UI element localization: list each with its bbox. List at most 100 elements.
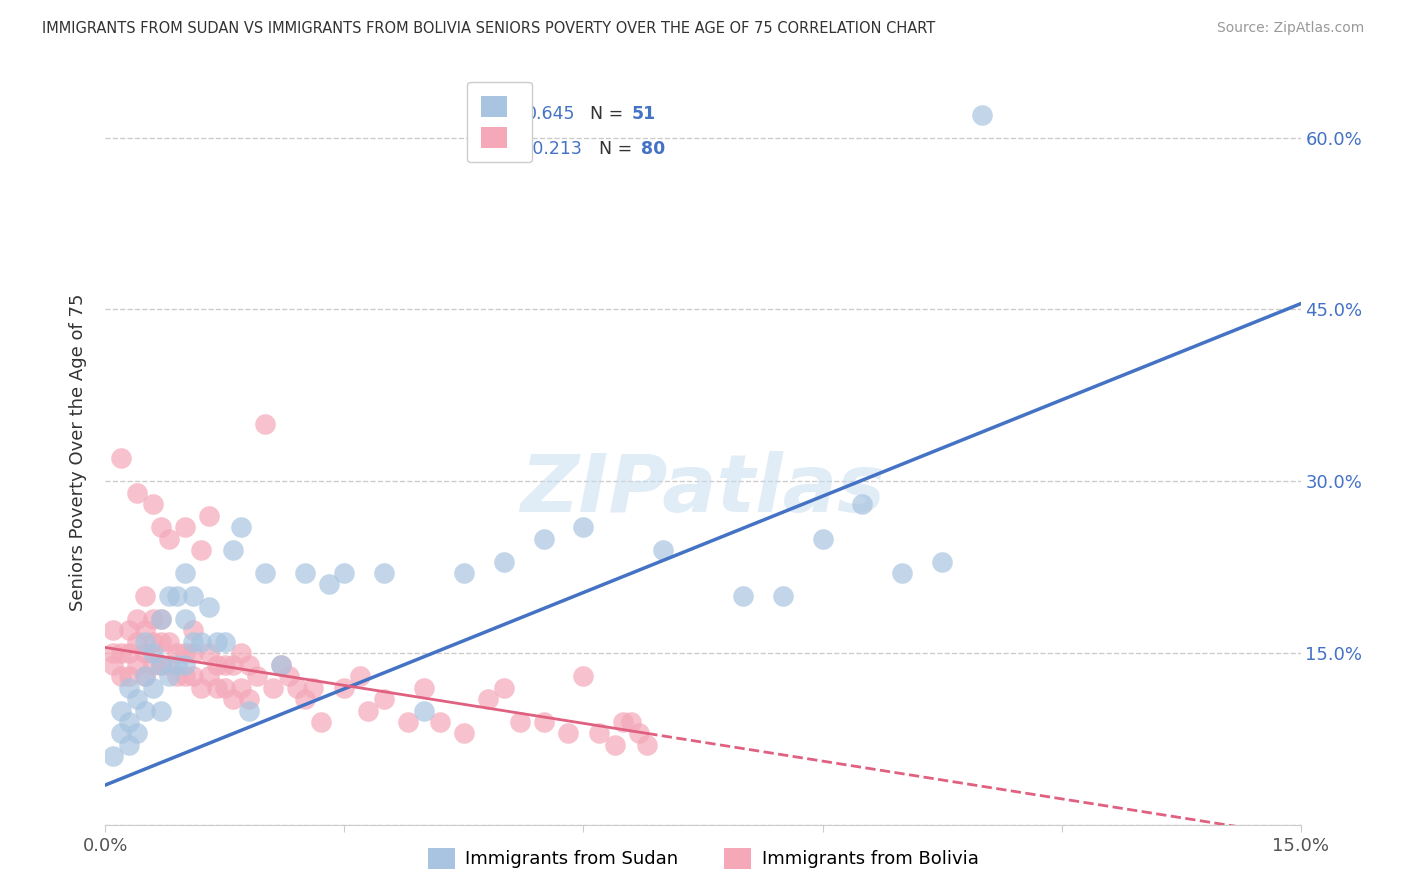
Point [605, 738, 627, 752]
Point [127, 634, 149, 648]
Point [103, 657, 125, 672]
Point [222, 657, 245, 672]
Point [166, 589, 188, 603]
Text: IMMIGRANTS FROM SUDAN VS IMMIGRANTS FROM BOLIVIA SENIORS POVERTY OVER THE AGE OF: IMMIGRANTS FROM SUDAN VS IMMIGRANTS FROM… [42, 21, 935, 36]
Point [636, 738, 658, 752]
Point [190, 543, 212, 558]
Point [198, 600, 221, 615]
Point [127, 612, 149, 626]
Point [174, 646, 197, 660]
Point [492, 555, 515, 569]
Point [588, 726, 610, 740]
Point [970, 108, 993, 122]
Point [652, 543, 675, 558]
Point [229, 646, 252, 660]
Point [127, 485, 149, 500]
Point [492, 681, 515, 695]
Point [429, 714, 451, 729]
Text: R =: R = [481, 140, 519, 158]
Point [181, 624, 204, 638]
Point [477, 692, 499, 706]
Point [174, 657, 197, 672]
Point [166, 646, 188, 660]
Point [127, 692, 149, 706]
Text: R =: R = [481, 105, 519, 123]
Point [620, 714, 643, 729]
Point [509, 714, 531, 729]
Point [205, 634, 228, 648]
Point [190, 634, 212, 648]
Text: N =: N = [588, 140, 638, 158]
Point [533, 714, 555, 729]
Point [181, 669, 204, 683]
Point [181, 589, 204, 603]
Point [142, 646, 165, 660]
Point [253, 417, 276, 431]
Point [110, 704, 132, 718]
Point [214, 681, 236, 695]
Point [134, 704, 156, 718]
Point [190, 681, 212, 695]
Point [453, 726, 475, 740]
Point [238, 657, 260, 672]
Point [150, 657, 173, 672]
Point [238, 704, 260, 718]
Point [572, 669, 595, 683]
Point [333, 566, 356, 580]
Point [198, 646, 221, 660]
Point [931, 555, 953, 569]
Point [110, 669, 132, 683]
Point [157, 589, 180, 603]
Point [198, 669, 221, 683]
Point [309, 714, 332, 729]
Point [118, 738, 141, 752]
Point [134, 669, 156, 683]
Point [150, 612, 173, 626]
Point [413, 704, 436, 718]
Point [103, 646, 125, 660]
Point [174, 669, 197, 683]
Point [174, 566, 197, 580]
Point [301, 681, 323, 695]
Point [214, 657, 236, 672]
Point [127, 726, 149, 740]
Point [270, 657, 292, 672]
Point [294, 566, 316, 580]
Text: 0.645: 0.645 [526, 105, 575, 123]
Point [205, 681, 228, 695]
Point [533, 532, 555, 546]
Point [285, 681, 308, 695]
Point [166, 657, 188, 672]
Point [181, 634, 204, 648]
Point [118, 681, 141, 695]
Point [157, 532, 180, 546]
Point [851, 497, 873, 511]
Point [222, 692, 245, 706]
Point [134, 589, 156, 603]
Point [294, 692, 316, 706]
Point [229, 520, 252, 534]
Legend: , : , [467, 82, 531, 162]
Text: Source: ZipAtlas.com: Source: ZipAtlas.com [1216, 21, 1364, 35]
Point [150, 634, 173, 648]
Text: -0.213: -0.213 [526, 140, 582, 158]
Point [277, 669, 299, 683]
Point [612, 714, 634, 729]
Point [142, 681, 165, 695]
Point [118, 669, 141, 683]
Y-axis label: Seniors Poverty Over the Age of 75: Seniors Poverty Over the Age of 75 [69, 294, 87, 611]
Point [357, 704, 380, 718]
Point [628, 726, 651, 740]
Point [253, 566, 276, 580]
Point [891, 566, 914, 580]
Point [134, 624, 156, 638]
Point [198, 508, 221, 523]
Legend: Immigrants from Sudan, Immigrants from Bolivia: Immigrants from Sudan, Immigrants from B… [420, 840, 986, 876]
Point [150, 657, 173, 672]
Point [142, 634, 165, 648]
Point [118, 624, 141, 638]
Point [157, 634, 180, 648]
Point [246, 669, 269, 683]
Point [157, 669, 180, 683]
Point [134, 634, 156, 648]
